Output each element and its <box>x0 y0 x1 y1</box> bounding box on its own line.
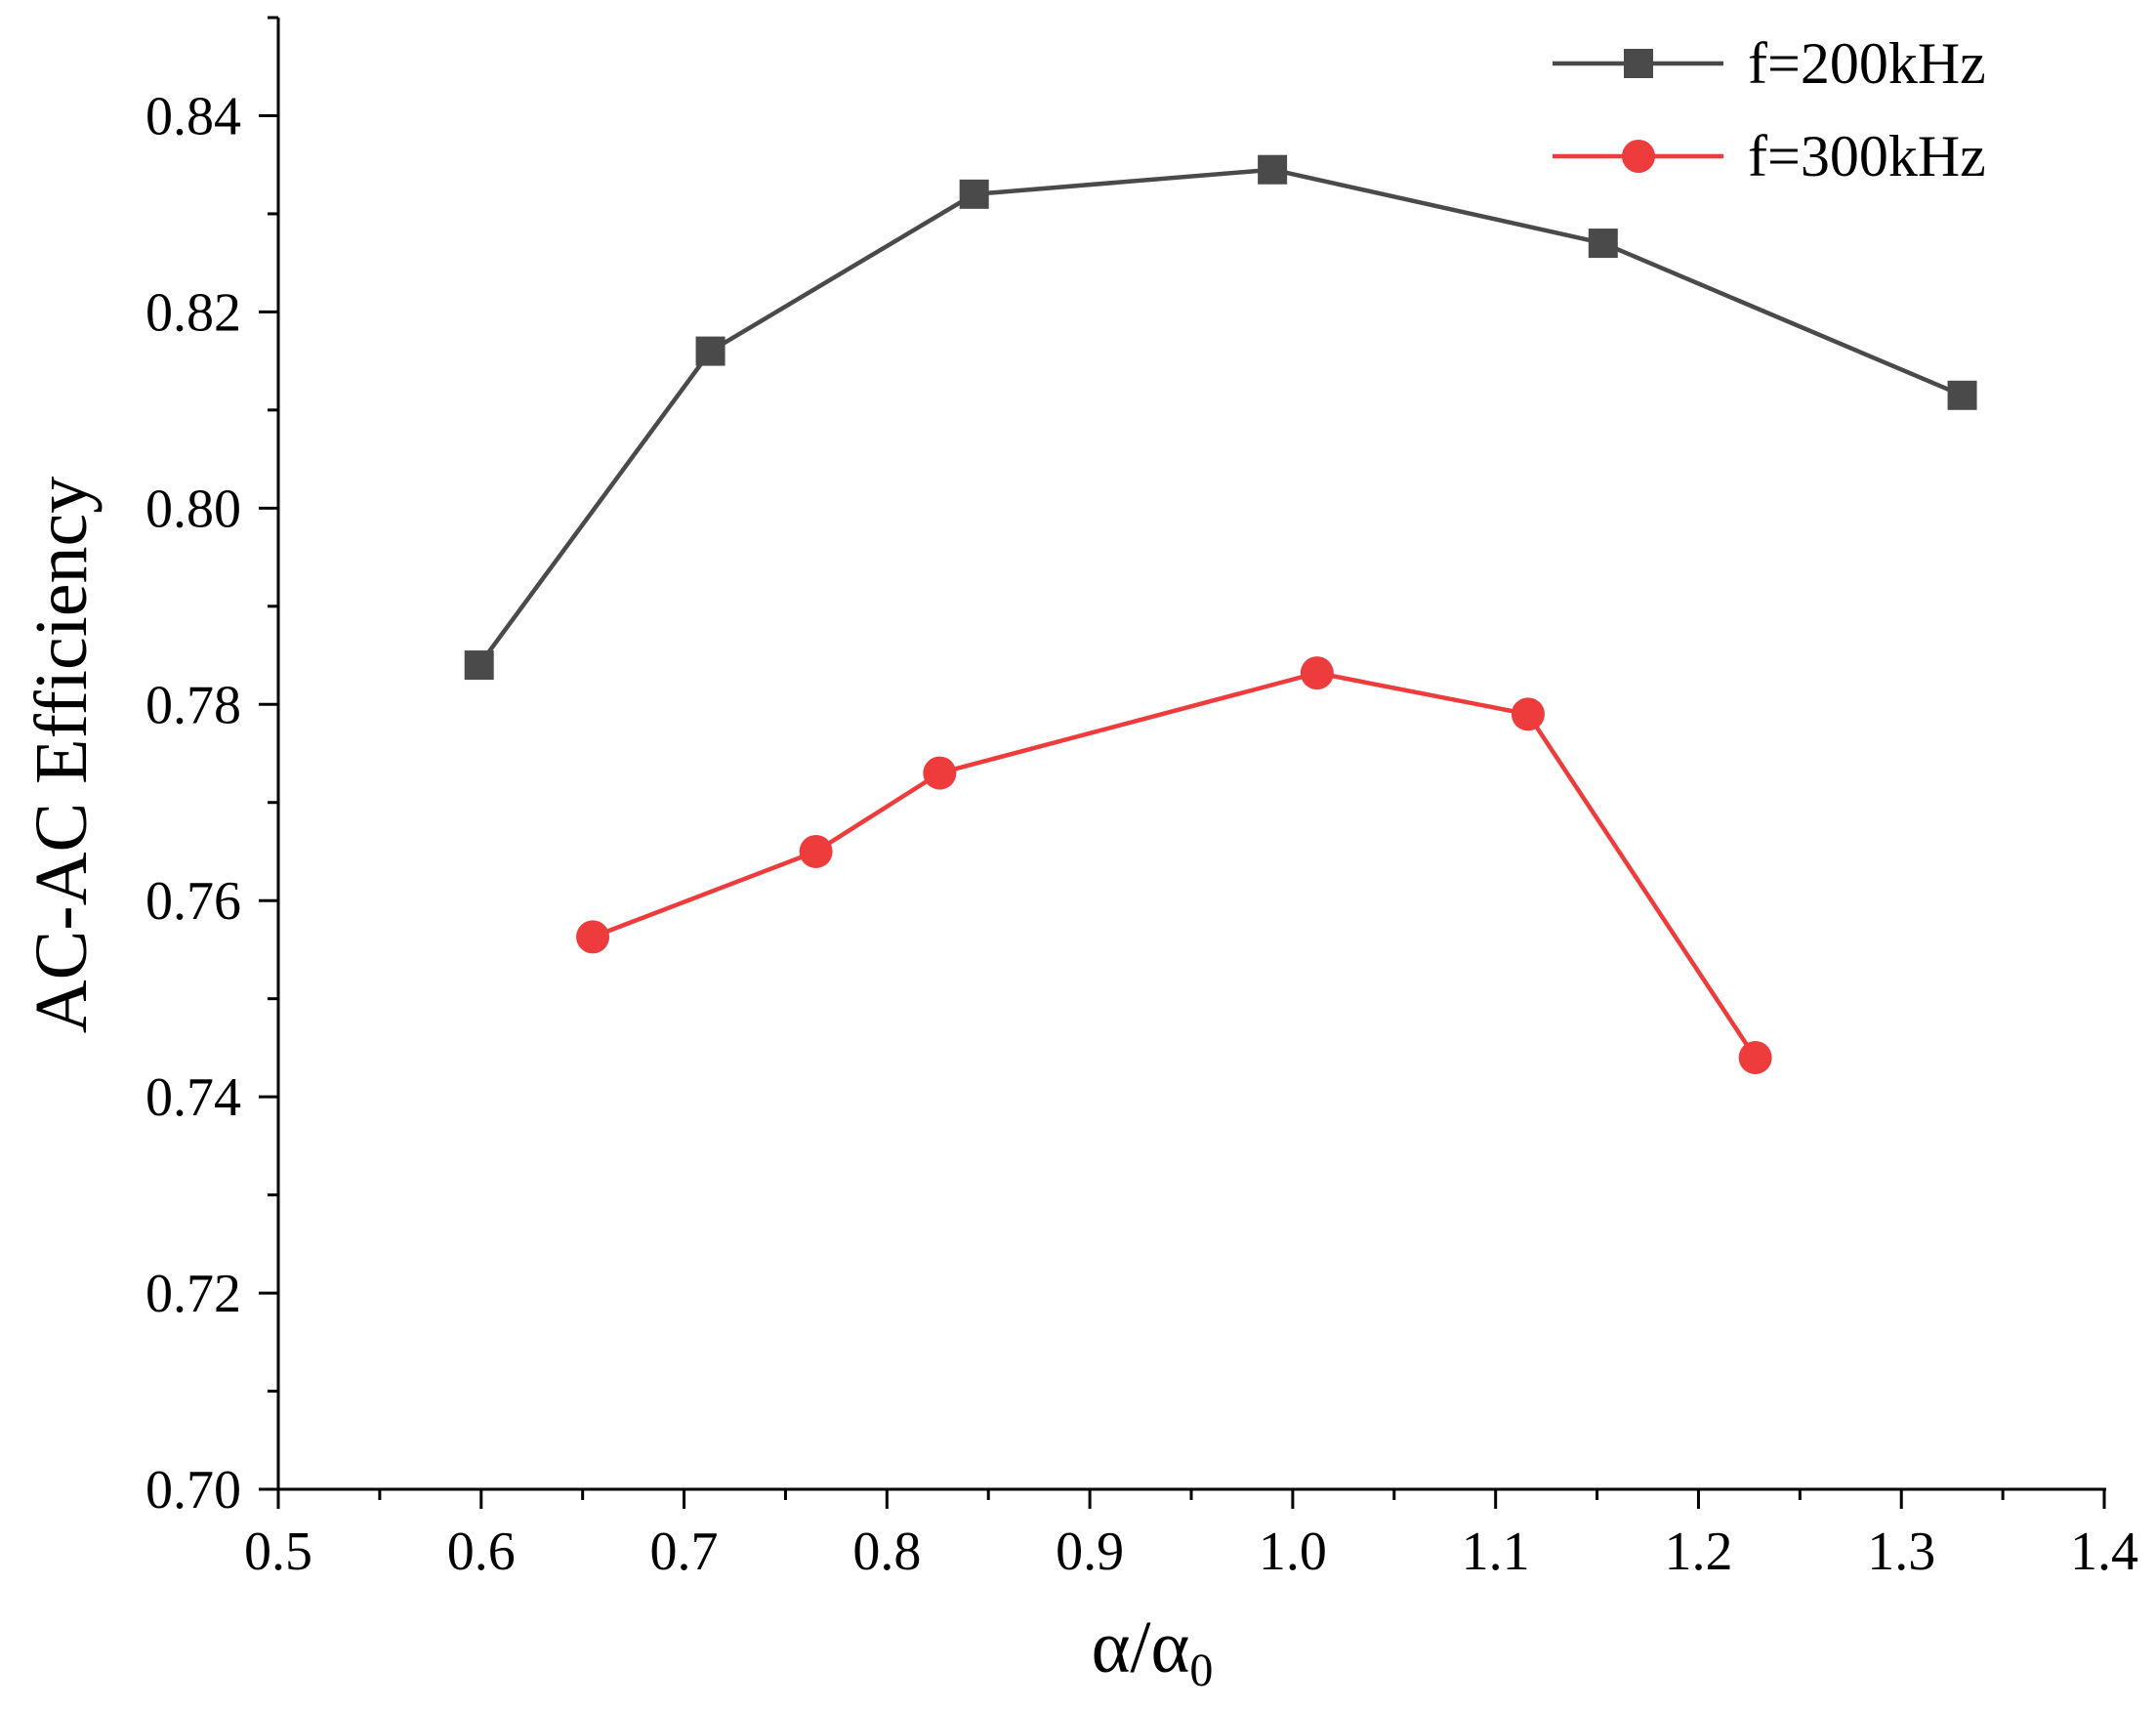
y-tick-label: 0.82 <box>145 282 241 343</box>
x-tick-label: 1.0 <box>1259 1521 1327 1582</box>
y-ticks: 0.70 0.72 0.74 0.76 0.78 0.80 0.82 0.84 <box>145 16 278 1521</box>
data-point <box>1738 1040 1772 1074</box>
x-axis-title: α/α0 <box>1092 1606 1214 1696</box>
data-point <box>923 756 957 790</box>
x-tick-label: 0.8 <box>852 1521 921 1582</box>
series-line <box>592 670 1758 1060</box>
legend-label: f=300kHz <box>1748 124 1986 188</box>
y-axis-title: AC-AC Efficiency <box>21 477 103 1034</box>
legend-marker <box>1624 49 1653 78</box>
data-point <box>695 336 726 366</box>
legend: f=200kHz f=300kHz <box>1553 31 1986 188</box>
x-tick-label: 1.3 <box>1867 1521 1935 1582</box>
data-point <box>576 920 610 954</box>
y-tick-label: 0.84 <box>145 86 241 146</box>
data-point <box>1258 154 1288 185</box>
y-tick-label: 0.74 <box>145 1067 241 1128</box>
series-line <box>477 167 1964 667</box>
legend-marker <box>1622 140 1655 173</box>
y-tick-label: 0.76 <box>145 871 241 932</box>
series-2 <box>576 656 1772 1074</box>
y-tick-label: 0.78 <box>145 675 241 735</box>
axes <box>276 18 2106 1491</box>
data-point <box>1511 697 1545 731</box>
x-tick-label: 0.6 <box>447 1521 516 1582</box>
x-tick-label: 1.4 <box>2070 1521 2138 1582</box>
series-1 <box>464 154 1977 681</box>
y-tick-label: 0.80 <box>145 479 241 539</box>
data-point <box>464 650 494 681</box>
data-point <box>1947 380 1977 410</box>
legend-item: f=200kHz <box>1553 31 1986 96</box>
legend-item: f=300kHz <box>1553 124 1986 188</box>
x-axis-title-subscript: 0 <box>1189 1645 1213 1696</box>
x-ticks: 0.5 0.6 0.7 0.8 0.9 1.0 1.1 1.2 1.3 1.4 <box>244 1489 2138 1582</box>
x-tick-label: 1.2 <box>1664 1521 1732 1582</box>
y-tick-label: 0.70 <box>145 1460 241 1521</box>
data-point <box>1588 229 1618 259</box>
legend-label: f=200kHz <box>1748 31 1986 96</box>
x-axis-title-main: α/α <box>1092 1606 1190 1688</box>
x-tick-label: 1.1 <box>1462 1521 1530 1582</box>
x-tick-label: 0.9 <box>1056 1521 1124 1582</box>
y-tick-label: 0.72 <box>145 1264 241 1324</box>
data-point <box>1300 656 1334 690</box>
series-layer <box>464 154 1977 1074</box>
x-tick-label: 0.5 <box>244 1521 312 1582</box>
data-point <box>959 179 989 209</box>
data-point <box>799 834 833 868</box>
x-tick-label: 0.7 <box>650 1521 719 1582</box>
